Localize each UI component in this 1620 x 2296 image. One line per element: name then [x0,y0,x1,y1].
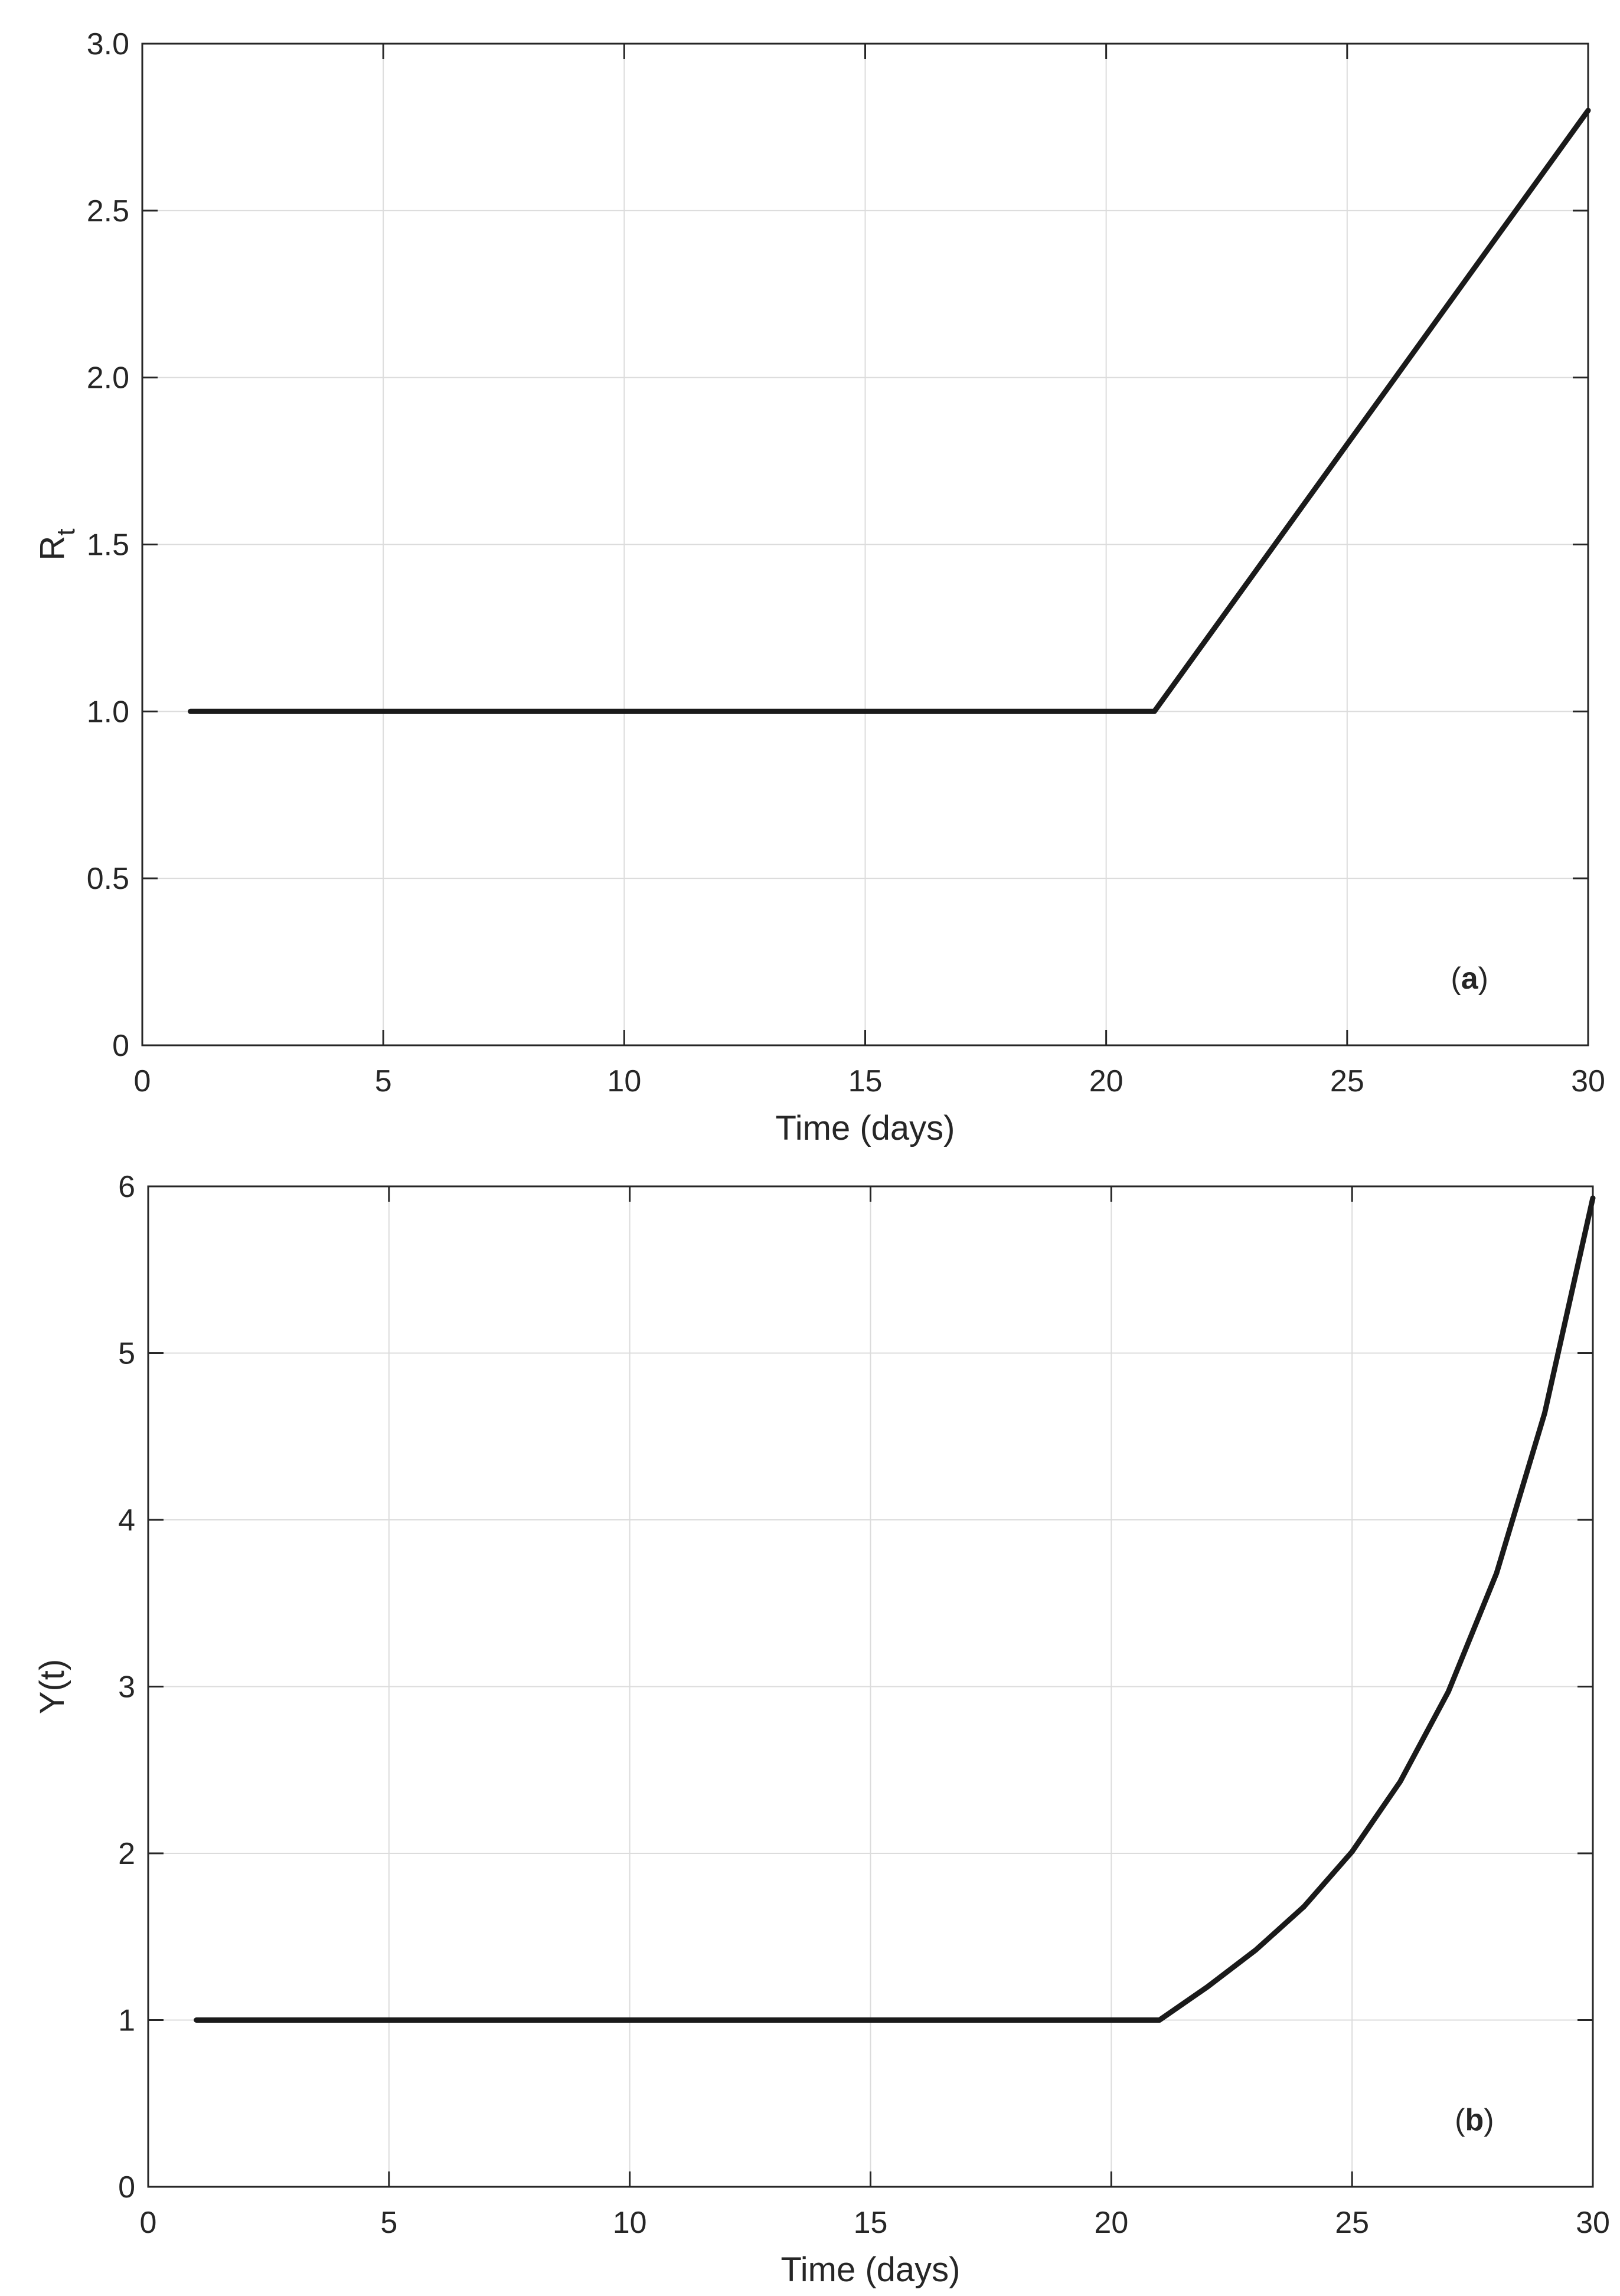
x-tick-label: 5 [380,2206,397,2240]
x-tick-label: 15 [848,1064,883,1098]
y-tick-labels: 0 0.5 1.0 1.5 2.0 2.5 3.0 [87,27,129,1063]
y-tick-label: 0 [118,2170,135,2205]
panel-label-close: ) [1484,2103,1494,2137]
x-tick-label: 25 [1335,2206,1369,2240]
series-line [188,107,1591,714]
x-tick-label: 0 [134,1064,151,1098]
y-tick-label: 6 [118,1170,135,1204]
x-tick-labels: 0 5 10 15 20 25 30 [140,2206,1610,2240]
x-tick-label: 0 [140,2206,157,2240]
panel-label-open: ( [1451,961,1461,996]
y-tick-label: 0.5 [87,862,129,896]
x-tick-label: 20 [1094,2206,1128,2240]
x-tick-label: 25 [1330,1064,1364,1098]
series-lines [194,1195,1596,2023]
y-tick-label: 2.0 [87,361,129,395]
y-axis-label: Y(t) [33,1659,71,1714]
x-tick-label: 20 [1089,1064,1123,1098]
x-tick-label: 5 [375,1064,392,1098]
y-tick-label: 2.5 [87,194,129,228]
panel-label: (b) [1455,2103,1494,2137]
panel-label-close: ) [1478,961,1488,996]
series-line [194,1195,1596,2023]
x-axis-label: Time (days) [781,2251,961,2289]
x-tick-label: 30 [1576,2206,1610,2240]
panel-label-open: ( [1455,2103,1465,2137]
plot-area-frame [141,42,1589,1046]
chart-panel-b: 0 5 10 15 20 25 30 0 1 2 3 4 5 6 Time (days) Y(t) (b… [33,1170,1610,2289]
y-axis-label-main: Y(t) [33,1659,71,1714]
y-tick-label: 3.0 [87,27,129,61]
x-tick-label: 30 [1571,1064,1605,1098]
y-tick-label: 1.5 [87,528,129,562]
panel-label-letter: a [1461,961,1479,996]
y-tick-label: 0 [112,1029,129,1063]
x-tick-label: 10 [607,1064,641,1098]
y-axis-label-main: R [33,536,71,561]
panel-label: (a) [1451,961,1488,996]
y-tick-labels: 0 1 2 3 4 5 6 [118,1170,135,2205]
y-axis-label-subscript: t [51,528,80,535]
plot-area-frame [147,1185,1594,2188]
series-lines [188,107,1591,714]
y-tick-label: 5 [118,1337,135,1371]
y-tick-label: 4 [118,1503,135,1538]
y-tick-label: 3 [118,1670,135,1705]
chart-panel-a: 0 5 10 15 20 25 30 0 0.5 1.0 1.5 2.0 2.5 3.0 Time (d… [33,27,1605,1147]
panel-label-letter: b [1465,2103,1484,2137]
y-tick-label: 1.0 [87,695,129,729]
x-tick-label: 10 [613,2206,647,2240]
x-tick-label: 15 [854,2206,888,2240]
y-tick-label: 2 [118,1837,135,1871]
y-axis-label: Rt [33,528,80,560]
y-tick-label: 1 [118,2004,135,2038]
x-tick-labels: 0 5 10 15 20 25 30 [134,1064,1605,1098]
x-axis-label: Time (days) [776,1109,955,1147]
